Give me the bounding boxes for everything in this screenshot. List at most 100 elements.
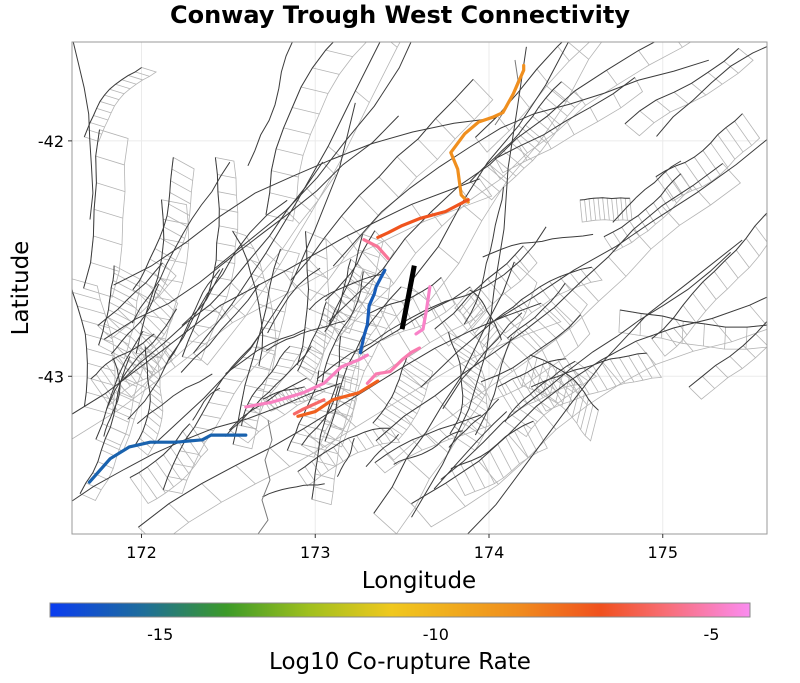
fault-patch-segment (77, 305, 106, 315)
fault-patch-segment (724, 327, 727, 350)
fault-patch-segment (378, 176, 399, 198)
fault-patch-segment (102, 330, 129, 345)
fault-patch-segment (606, 70, 618, 86)
fault-patch-segment (149, 408, 163, 420)
fault-patch-segment (100, 337, 127, 352)
fault-patch-segment (536, 68, 549, 84)
x-tick-label: 172 (126, 543, 157, 562)
fault-patch-segment (507, 434, 529, 459)
fault-patch-segment (474, 315, 491, 334)
fault-patch-segment (534, 367, 551, 394)
fault-patch-segment (342, 292, 355, 303)
fault-patch-segment (494, 351, 513, 372)
fault-patch-segment (556, 376, 573, 402)
fault-patch-segment (462, 395, 488, 413)
fault-patch-segment (462, 403, 488, 421)
chart-title: Conway Trough West Connectivity (170, 1, 630, 29)
fault-trace (433, 411, 508, 490)
fault-patch-segment (466, 419, 478, 431)
fault-patch-segment (322, 312, 337, 323)
fault-patch-segment (302, 345, 324, 356)
fault-patch-segment (255, 288, 269, 294)
colorbar-tick-label: -5 (703, 625, 719, 644)
fault-patch-segment (539, 382, 555, 408)
fault-trace (374, 414, 481, 464)
fault-trace (225, 328, 306, 375)
fault-patch-segment (324, 418, 344, 431)
fault-patch-segment (390, 42, 398, 48)
fault-trace (619, 309, 767, 328)
fault-patch-segment (735, 249, 750, 268)
fault-patch-segment (250, 273, 265, 279)
fault-patch-segment (271, 371, 287, 376)
fault-patch-segment (347, 437, 359, 453)
fault-patch-segment (306, 250, 328, 260)
fault-patch-segment (725, 127, 744, 153)
fault-patch-segment (459, 378, 484, 400)
fault-patch-segment (117, 309, 132, 323)
fault-patch-segment (105, 363, 125, 391)
fault-patch-segment (274, 267, 294, 274)
fault-patch-segment (290, 441, 318, 449)
fault-patch-segment (462, 296, 479, 316)
fault-patch-segment (166, 215, 189, 228)
fault-patch-segment (283, 271, 297, 290)
fault-patch-segment (133, 327, 154, 348)
fault-patch-segment (734, 120, 753, 146)
fault-patch-segment (153, 272, 168, 286)
fault-patch-segment (217, 174, 237, 179)
fault-patch-segment (417, 138, 438, 160)
fault-patch-segment (314, 473, 335, 480)
fault-trace (324, 259, 352, 332)
fault-patch-segment (553, 89, 576, 108)
fault-patch-segment (593, 198, 597, 221)
fault-patch-segment (341, 215, 362, 237)
fault-patch-segment (503, 313, 515, 327)
fault-patch-segment (300, 86, 329, 94)
fault-trace (688, 320, 767, 388)
fault-patch-segment (542, 308, 566, 331)
fault-patch-segment (212, 276, 232, 281)
fault-patch-segment (145, 314, 171, 321)
fault-patch-segment (235, 465, 256, 485)
connected-fault-9 (292, 398, 326, 416)
fault-patch-segment (182, 430, 202, 458)
connected-fault-3 (362, 238, 390, 261)
fault-trace (463, 186, 504, 325)
fault-patch-segment (261, 350, 276, 356)
fault-patch-segment (438, 246, 460, 264)
fault-patch-segment (317, 379, 345, 388)
fault-patch-segment (147, 377, 161, 389)
fault-patch-segment (471, 310, 488, 330)
fault-patch-segment (396, 156, 417, 178)
fault-trace (132, 157, 174, 290)
fault-patch-segment (104, 94, 120, 100)
fault-patch-segment (568, 327, 579, 347)
fault-trace (393, 430, 463, 465)
x-tick-label: 173 (300, 543, 331, 562)
fault-trace (651, 212, 767, 340)
fault-patch-segment (246, 258, 261, 264)
fault-trace (290, 78, 474, 281)
fault-trace (603, 173, 682, 238)
fault-patch-segment (168, 503, 189, 523)
fault-patch-segment (244, 384, 264, 391)
fault-trace (655, 113, 743, 178)
fault-trace (440, 252, 731, 480)
fault-patch-segment (637, 353, 653, 379)
colorbar-label: Log10 Co-rupture Rate (269, 649, 531, 675)
fault-patch-segment (309, 344, 324, 355)
fault-patch-segment (534, 317, 558, 340)
fault-patch-segment (422, 291, 437, 319)
fault-trace (267, 267, 321, 334)
fault-patch-segment (230, 282, 245, 296)
fault-patch-segment (163, 343, 177, 357)
fault-patch-segment (453, 313, 468, 331)
fault-patch-segment (583, 367, 599, 393)
fault-trace (79, 356, 131, 494)
fault-patch-segment (111, 359, 131, 387)
fault-trace (506, 282, 566, 339)
fault-patch-segment (506, 263, 521, 282)
fault-patch-segment (574, 369, 590, 395)
fault-patch-segment (376, 417, 403, 436)
